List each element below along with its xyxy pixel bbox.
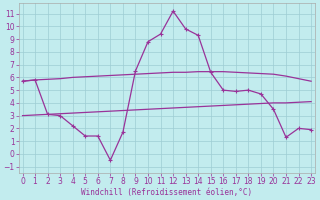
X-axis label: Windchill (Refroidissement éolien,°C): Windchill (Refroidissement éolien,°C) (81, 188, 252, 197)
